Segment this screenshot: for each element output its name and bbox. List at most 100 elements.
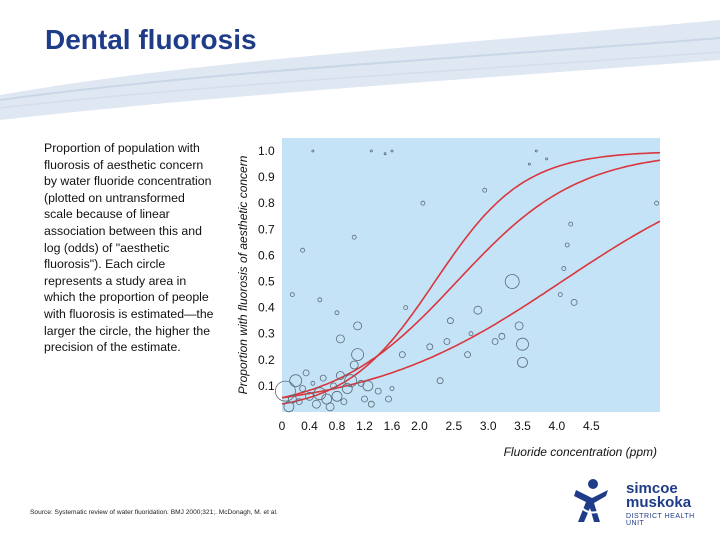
x-tick-label: 3.0 bbox=[480, 419, 497, 433]
x-ticks: 0 0.4 0.8 1.2 1.6 2.0 2.5 3.0 3.5 4.0 4.5 bbox=[279, 419, 600, 433]
y-tick-label: 0.2 bbox=[258, 353, 275, 367]
data-point bbox=[564, 242, 570, 248]
data-point bbox=[321, 393, 333, 405]
data-point bbox=[344, 374, 358, 388]
data-point bbox=[305, 391, 314, 401]
data-point bbox=[362, 380, 374, 392]
y-tick-label: 0.3 bbox=[258, 327, 275, 341]
data-point bbox=[498, 332, 506, 340]
data-point bbox=[341, 383, 353, 394]
data-point bbox=[353, 321, 363, 331]
plot-area bbox=[282, 138, 660, 412]
data-point bbox=[389, 386, 395, 391]
logo-text-simcoe: simcoe bbox=[626, 480, 678, 497]
data-point bbox=[468, 331, 474, 337]
data-point bbox=[311, 149, 315, 153]
y-tick-label: 0.1 bbox=[258, 379, 275, 393]
x-tick-label: 1.2 bbox=[356, 419, 373, 433]
data-point bbox=[491, 338, 499, 345]
fitted-curve-3 bbox=[281, 220, 661, 399]
data-point bbox=[283, 401, 295, 413]
points-layer bbox=[275, 149, 660, 413]
data-point bbox=[464, 351, 472, 359]
data-point bbox=[482, 187, 488, 193]
data-point bbox=[570, 298, 578, 306]
x-tick-label: 0.4 bbox=[301, 419, 318, 433]
logo-text-muskoka: muskoka bbox=[626, 494, 692, 511]
y-tick-label: 0.8 bbox=[258, 196, 275, 210]
data-point bbox=[398, 351, 406, 359]
data-point bbox=[534, 149, 538, 153]
data-point bbox=[369, 149, 373, 153]
data-point bbox=[336, 371, 345, 380]
data-point bbox=[654, 200, 660, 206]
fluorosis-chart: 0.1 0.2 0.3 0.4 0.5 0.6 0.7 0.8 0.9 1.0 0 0.4 0.8 1.… bbox=[236, 138, 661, 459]
data-point bbox=[295, 398, 303, 406]
data-point bbox=[319, 374, 327, 382]
chart-description: Proportion of population with fluorosis … bbox=[44, 141, 214, 355]
data-point bbox=[351, 234, 357, 240]
data-point bbox=[361, 395, 368, 403]
x-tick-label: 4.0 bbox=[549, 419, 566, 433]
data-point bbox=[330, 382, 337, 390]
y-tick-label: 0.4 bbox=[258, 301, 275, 315]
data-point bbox=[300, 247, 305, 253]
logo-figure-icon bbox=[574, 479, 608, 522]
data-point bbox=[302, 369, 310, 377]
data-point bbox=[312, 399, 321, 409]
data-point bbox=[275, 380, 296, 402]
header-decoration bbox=[0, 20, 720, 120]
x-tick-label: 2.5 bbox=[445, 419, 462, 433]
x-tick-label: 2.0 bbox=[411, 419, 428, 433]
data-point bbox=[390, 149, 394, 153]
data-point bbox=[403, 305, 409, 311]
data-point bbox=[325, 402, 335, 412]
data-point bbox=[289, 292, 295, 298]
data-point bbox=[504, 274, 520, 289]
data-point bbox=[426, 343, 434, 351]
data-point bbox=[383, 152, 387, 156]
data-point bbox=[310, 380, 316, 386]
y-tick-label: 0.9 bbox=[258, 170, 275, 184]
y-tick-label: 0.7 bbox=[258, 222, 275, 236]
x-tick-label: 0.8 bbox=[329, 419, 346, 433]
data-point bbox=[289, 374, 303, 388]
data-point bbox=[340, 398, 348, 406]
x-axis-label: Fluoride concentration (ppm) bbox=[504, 445, 657, 459]
x-tick-label: 4.5 bbox=[583, 419, 600, 433]
data-point bbox=[331, 390, 343, 402]
data-point bbox=[317, 297, 323, 303]
data-point bbox=[420, 200, 426, 206]
source-citation: Source: Systematic review of water fluor… bbox=[30, 509, 278, 516]
data-point bbox=[516, 337, 529, 351]
organization-logo: simcoe muskoka DISTRICT HEALTH UNIT bbox=[568, 478, 708, 528]
data-point bbox=[527, 162, 531, 166]
data-point bbox=[545, 157, 549, 161]
y-tick-label: 0.5 bbox=[258, 275, 275, 289]
y-ticks: 0.1 0.2 0.3 0.4 0.5 0.6 0.7 0.8 0.9 1.0 bbox=[258, 144, 275, 393]
data-point bbox=[374, 387, 382, 395]
x-tick-label: 1.6 bbox=[384, 419, 401, 433]
data-point bbox=[351, 348, 365, 362]
data-point bbox=[446, 317, 454, 325]
x-tick-label: 3.5 bbox=[514, 419, 531, 433]
data-point bbox=[514, 321, 524, 331]
fitted-curve-2 bbox=[281, 159, 661, 399]
data-point bbox=[517, 356, 528, 368]
logo-text-unit: DISTRICT HEALTH UNIT bbox=[626, 513, 695, 527]
data-point bbox=[299, 385, 306, 392]
data-point bbox=[287, 394, 297, 404]
data-point bbox=[349, 360, 359, 370]
x-tick-label: 0 bbox=[279, 419, 286, 433]
data-point bbox=[436, 377, 444, 385]
slide-title: Dental fluorosis bbox=[45, 24, 257, 55]
data-point bbox=[385, 395, 392, 403]
data-point bbox=[367, 400, 375, 408]
y-axis-label: Proportion with fluorosis of aesthetic c… bbox=[236, 155, 250, 394]
data-point bbox=[561, 266, 567, 271]
data-point bbox=[443, 338, 451, 345]
data-point bbox=[336, 334, 345, 344]
data-point bbox=[334, 310, 340, 316]
data-point bbox=[557, 292, 563, 298]
y-tick-label: 1.0 bbox=[258, 144, 275, 158]
